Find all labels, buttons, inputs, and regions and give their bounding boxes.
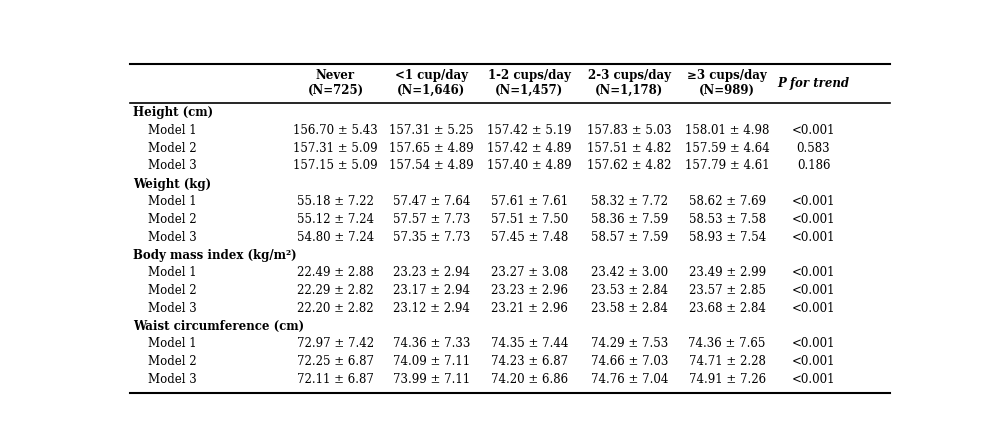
Text: <0.001: <0.001 xyxy=(792,284,835,297)
Text: 157.31 ± 5.25: 157.31 ± 5.25 xyxy=(389,124,474,137)
Text: <0.001: <0.001 xyxy=(792,213,835,226)
Text: 157.15 ± 5.09: 157.15 ± 5.09 xyxy=(293,159,378,172)
Text: 74.71 ± 2.28: 74.71 ± 2.28 xyxy=(689,355,766,368)
Text: 0.583: 0.583 xyxy=(797,142,830,155)
Text: 157.40 ± 4.89: 157.40 ± 4.89 xyxy=(488,159,572,172)
Text: 58.53 ± 7.58: 58.53 ± 7.58 xyxy=(689,213,766,226)
Text: 1-2 cups/day
(N=1,457): 1-2 cups/day (N=1,457) xyxy=(488,69,571,97)
Text: 22.49 ± 2.88: 22.49 ± 2.88 xyxy=(297,266,374,279)
Text: 23.23 ± 2.96: 23.23 ± 2.96 xyxy=(491,284,568,297)
Text: 22.20 ± 2.82: 22.20 ± 2.82 xyxy=(297,301,374,315)
Text: 58.57 ± 7.59: 58.57 ± 7.59 xyxy=(591,230,668,244)
Text: 57.35 ± 7.73: 57.35 ± 7.73 xyxy=(392,230,470,244)
Text: 73.99 ± 7.11: 73.99 ± 7.11 xyxy=(392,373,470,386)
Text: <0.001: <0.001 xyxy=(792,124,835,137)
Text: Model 2: Model 2 xyxy=(133,142,197,155)
Text: 23.53 ± 2.84: 23.53 ± 2.84 xyxy=(591,284,668,297)
Text: Model 3: Model 3 xyxy=(133,159,197,172)
Text: Model 1: Model 1 xyxy=(133,124,197,137)
Text: 157.79 ± 4.61: 157.79 ± 4.61 xyxy=(685,159,769,172)
Text: 23.12 ± 2.94: 23.12 ± 2.94 xyxy=(393,301,470,315)
Text: 54.80 ± 7.24: 54.80 ± 7.24 xyxy=(297,230,374,244)
Text: Weight (kg): Weight (kg) xyxy=(133,178,211,191)
Text: ≥3 cups/day
(N=989): ≥3 cups/day (N=989) xyxy=(688,69,767,97)
Text: <0.001: <0.001 xyxy=(792,195,835,208)
Text: 156.70 ± 5.43: 156.70 ± 5.43 xyxy=(293,124,378,137)
Text: 57.47 ± 7.64: 57.47 ± 7.64 xyxy=(392,195,470,208)
Text: 74.29 ± 7.53: 74.29 ± 7.53 xyxy=(591,337,668,350)
Text: <0.001: <0.001 xyxy=(792,301,835,315)
Text: <0.001: <0.001 xyxy=(792,355,835,368)
Text: <0.001: <0.001 xyxy=(792,266,835,279)
Text: 55.18 ± 7.22: 55.18 ± 7.22 xyxy=(297,195,374,208)
Text: 157.65 ± 4.89: 157.65 ± 4.89 xyxy=(389,142,474,155)
Text: 23.68 ± 2.84: 23.68 ± 2.84 xyxy=(689,301,766,315)
Text: 72.97 ± 7.42: 72.97 ± 7.42 xyxy=(297,337,374,350)
Text: 57.51 ± 7.50: 57.51 ± 7.50 xyxy=(491,213,568,226)
Text: 74.35 ± 7.44: 74.35 ± 7.44 xyxy=(491,337,568,350)
Text: <0.001: <0.001 xyxy=(792,230,835,244)
Text: Model 2: Model 2 xyxy=(133,284,197,297)
Text: Waist circumference (cm): Waist circumference (cm) xyxy=(133,321,304,333)
Text: 23.49 ± 2.99: 23.49 ± 2.99 xyxy=(689,266,766,279)
Text: <0.001: <0.001 xyxy=(792,337,835,350)
Text: 157.83 ± 5.03: 157.83 ± 5.03 xyxy=(587,124,672,137)
Text: 23.57 ± 2.85: 23.57 ± 2.85 xyxy=(689,284,766,297)
Text: 158.01 ± 4.98: 158.01 ± 4.98 xyxy=(685,124,769,137)
Text: 23.58 ± 2.84: 23.58 ± 2.84 xyxy=(591,301,668,315)
Text: Model 3: Model 3 xyxy=(133,230,197,244)
Text: 72.11 ± 6.87: 72.11 ± 6.87 xyxy=(297,373,374,386)
Text: 74.76 ± 7.04: 74.76 ± 7.04 xyxy=(591,373,668,386)
Text: 55.12 ± 7.24: 55.12 ± 7.24 xyxy=(297,213,374,226)
Text: Model 1: Model 1 xyxy=(133,266,197,279)
Text: 57.61 ± 7.61: 57.61 ± 7.61 xyxy=(491,195,568,208)
Text: Never
(N=725): Never (N=725) xyxy=(307,69,364,97)
Text: 74.91 ± 7.26: 74.91 ± 7.26 xyxy=(689,373,766,386)
Text: 57.45 ± 7.48: 57.45 ± 7.48 xyxy=(491,230,568,244)
Text: 157.31 ± 5.09: 157.31 ± 5.09 xyxy=(293,142,378,155)
Text: 74.23 ± 6.87: 74.23 ± 6.87 xyxy=(491,355,568,368)
Text: 23.27 ± 3.08: 23.27 ± 3.08 xyxy=(491,266,568,279)
Text: 23.23 ± 2.94: 23.23 ± 2.94 xyxy=(393,266,470,279)
Text: 74.36 ± 7.33: 74.36 ± 7.33 xyxy=(392,337,470,350)
Text: 58.32 ± 7.72: 58.32 ± 7.72 xyxy=(591,195,668,208)
Text: 74.66 ± 7.03: 74.66 ± 7.03 xyxy=(591,355,668,368)
Text: 72.25 ± 6.87: 72.25 ± 6.87 xyxy=(297,355,374,368)
Text: 58.62 ± 7.69: 58.62 ± 7.69 xyxy=(689,195,766,208)
Text: <0.001: <0.001 xyxy=(792,373,835,386)
Text: 58.36 ± 7.59: 58.36 ± 7.59 xyxy=(591,213,668,226)
Text: Model 2: Model 2 xyxy=(133,355,197,368)
Text: 22.29 ± 2.82: 22.29 ± 2.82 xyxy=(297,284,374,297)
Text: P for trend: P for trend xyxy=(778,77,849,90)
Text: Model 3: Model 3 xyxy=(133,373,197,386)
Text: 157.42 ± 5.19: 157.42 ± 5.19 xyxy=(488,124,572,137)
Text: 74.20 ± 6.86: 74.20 ± 6.86 xyxy=(491,373,568,386)
Text: Model 2: Model 2 xyxy=(133,213,197,226)
Text: 157.54 ± 4.89: 157.54 ± 4.89 xyxy=(389,159,474,172)
Text: Model 1: Model 1 xyxy=(133,337,197,350)
Text: 157.42 ± 4.89: 157.42 ± 4.89 xyxy=(488,142,572,155)
Text: <1 cup/day
(N=1,646): <1 cup/day (N=1,646) xyxy=(395,69,468,97)
Text: 57.57 ± 7.73: 57.57 ± 7.73 xyxy=(392,213,470,226)
Text: 74.36 ± 7.65: 74.36 ± 7.65 xyxy=(689,337,766,350)
Text: 0.186: 0.186 xyxy=(797,159,830,172)
Text: Model 1: Model 1 xyxy=(133,195,197,208)
Text: 23.42 ± 3.00: 23.42 ± 3.00 xyxy=(591,266,668,279)
Text: 58.93 ± 7.54: 58.93 ± 7.54 xyxy=(689,230,766,244)
Text: 2-3 cups/day
(N=1,178): 2-3 cups/day (N=1,178) xyxy=(588,69,671,97)
Text: Body mass index (kg/m²): Body mass index (kg/m²) xyxy=(133,249,296,262)
Text: 157.59 ± 4.64: 157.59 ± 4.64 xyxy=(685,142,770,155)
Text: 23.21 ± 2.96: 23.21 ± 2.96 xyxy=(491,301,568,315)
Text: 157.51 ± 4.82: 157.51 ± 4.82 xyxy=(587,142,672,155)
Text: 157.62 ± 4.82: 157.62 ± 4.82 xyxy=(587,159,672,172)
Text: Height (cm): Height (cm) xyxy=(133,106,213,119)
Text: 74.09 ± 7.11: 74.09 ± 7.11 xyxy=(392,355,470,368)
Text: 23.17 ± 2.94: 23.17 ± 2.94 xyxy=(393,284,470,297)
Text: Model 3: Model 3 xyxy=(133,301,197,315)
